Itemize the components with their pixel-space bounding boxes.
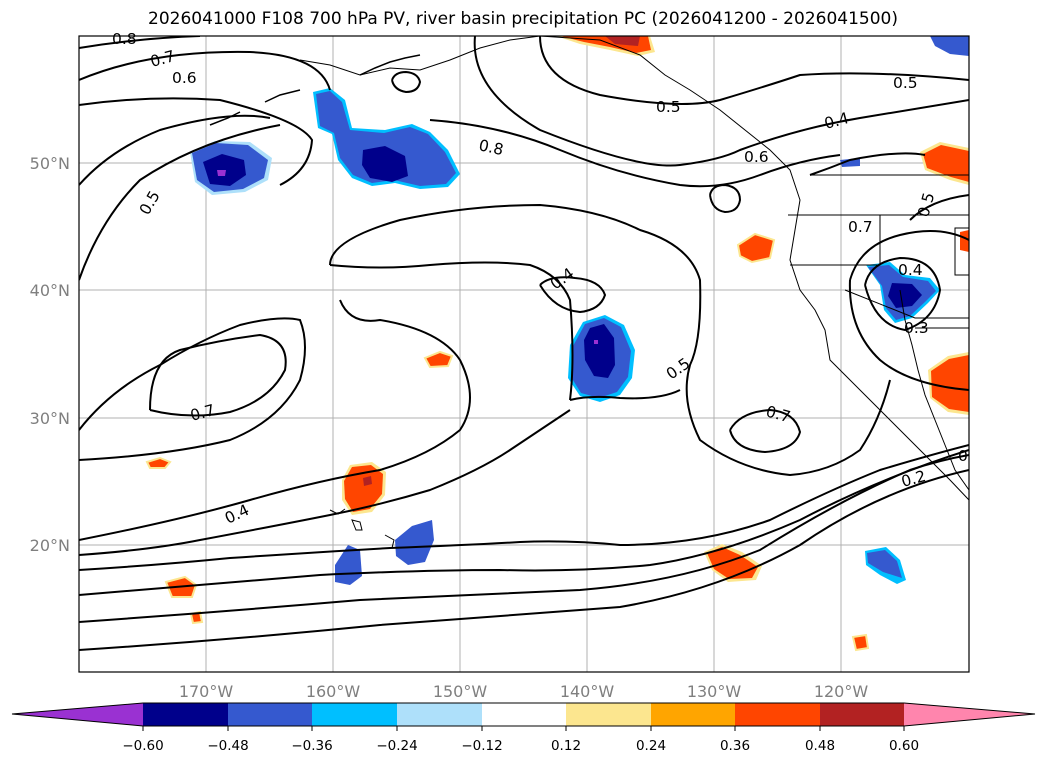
colorbar-ticks bbox=[142, 726, 905, 731]
lon-tick-labels: 170°W 160°W 150°W 140°W 130°W 120°W bbox=[179, 682, 869, 701]
contour-label: 0.5 bbox=[914, 191, 938, 219]
contour-label: 0.4 bbox=[822, 109, 850, 133]
colorbar-bin bbox=[228, 703, 312, 726]
plot-area bbox=[79, 36, 969, 672]
map-title: 2026041000 F108 700 hPa PV, river basin … bbox=[148, 9, 898, 29]
lon-tick-label: 150°W bbox=[433, 682, 488, 701]
precip-shading bbox=[145, 36, 969, 652]
colorbar-tick-label: 0.36 bbox=[720, 738, 750, 754]
negative-anomaly-blob bbox=[190, 141, 272, 195]
contour-label: 0.6 bbox=[172, 69, 197, 87]
contour-label: 0.6 bbox=[744, 148, 769, 166]
plot-frame bbox=[78, 35, 970, 673]
contour-label: 0.8 bbox=[477, 136, 505, 159]
colorbar-tick-label: −0.24 bbox=[376, 738, 417, 754]
lat-tick-label: 20°N bbox=[30, 536, 70, 555]
colorbar-tick-label: −0.60 bbox=[122, 738, 163, 754]
colorbar-extend-low bbox=[12, 703, 143, 726]
positive-anomaly-blob bbox=[960, 230, 969, 252]
negative-anomaly-blob bbox=[395, 520, 434, 565]
colorbar-tick-label: −0.12 bbox=[461, 738, 502, 754]
colorbar-bin bbox=[566, 703, 651, 726]
pv-contours bbox=[79, 36, 969, 651]
contour-label: 0.2 bbox=[899, 467, 927, 491]
lat-tick-label: 50°N bbox=[30, 154, 70, 173]
contour-label: 0.5 bbox=[893, 74, 918, 92]
colorbar-bin bbox=[397, 703, 482, 726]
positive-anomaly-blob bbox=[423, 350, 454, 369]
colorbar-bin bbox=[482, 703, 566, 726]
negative-anomaly-blob bbox=[840, 158, 860, 167]
lon-tick-label: 120°W bbox=[814, 682, 869, 701]
contour-label: 0.7 bbox=[188, 401, 216, 425]
colorbar-tick-label: −0.36 bbox=[291, 738, 332, 754]
contour-label: 0.5 bbox=[656, 98, 681, 116]
contour-label: 0 bbox=[958, 447, 968, 465]
colorbar: −0.60 −0.48 −0.36 −0.24 −0.12 0.12 0.24 … bbox=[11, 702, 1036, 754]
lon-tick-label: 130°W bbox=[687, 682, 742, 701]
lat-tick-labels: 50°N 40°N 30°N 20°N bbox=[30, 154, 70, 555]
lon-tick-label: 140°W bbox=[560, 682, 615, 701]
colorbar-bin bbox=[143, 703, 228, 726]
contour-label: 0.4 bbox=[898, 261, 923, 279]
colorbar-tick-label: 0.48 bbox=[805, 738, 835, 754]
lat-tick-label: 30°N bbox=[30, 409, 70, 428]
positive-anomaly-blob bbox=[145, 456, 172, 469]
negative-anomaly-blob bbox=[867, 550, 902, 578]
contour-label: 0.3 bbox=[904, 319, 929, 337]
negative-anomaly-blob bbox=[335, 545, 362, 585]
contour-label: 0.7 bbox=[148, 47, 176, 71]
positive-anomaly-blob bbox=[851, 633, 870, 652]
positive-anomaly-blob bbox=[928, 352, 969, 415]
positive-anomaly-blob bbox=[920, 142, 969, 185]
colorbar-tick-label: 0.12 bbox=[551, 738, 581, 754]
contour-label: 0.7 bbox=[848, 218, 873, 236]
contour-label: 0.8 bbox=[112, 30, 137, 48]
colorbar-bin bbox=[312, 703, 397, 726]
lon-tick-label: 160°W bbox=[306, 682, 361, 701]
colorbar-tick-label: −0.48 bbox=[207, 738, 248, 754]
negative-anomaly-blob bbox=[568, 315, 635, 402]
lon-tick-label: 170°W bbox=[179, 682, 234, 701]
lat-tick-label: 40°N bbox=[30, 281, 70, 300]
colorbar-tick-label: 0.24 bbox=[636, 738, 666, 754]
colorbar-bin bbox=[820, 703, 904, 726]
colorbar-tick-label: 0.60 bbox=[889, 738, 919, 754]
colorbar-extend-high bbox=[904, 703, 1035, 726]
negative-anomaly-blob bbox=[313, 88, 460, 189]
colorbar-bin bbox=[651, 703, 735, 726]
positive-anomaly-blob bbox=[736, 232, 776, 264]
colorbar-bin bbox=[735, 703, 820, 726]
negative-anomaly-blob bbox=[866, 262, 940, 323]
contour-label: 0.7 bbox=[764, 402, 792, 426]
negative-anomaly-blob bbox=[930, 36, 969, 56]
